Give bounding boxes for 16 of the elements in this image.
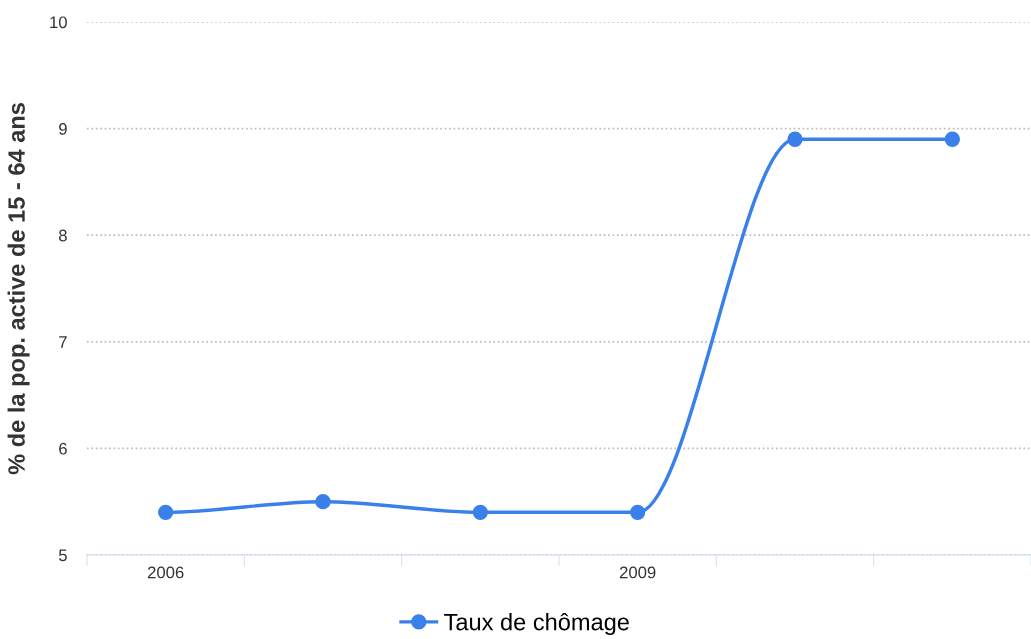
y-axis-title: % de la pop. active de 15 - 64 ans [7,103,30,475]
y-tick-label: 7 [59,336,67,348]
y-tick-label: 5 [58,549,67,562]
y-tick-label: 10 [50,16,67,29]
y-tick-label: 8 [59,229,67,242]
y-tick-label: 9 [59,123,67,135]
x-tick-label: 2006 [147,566,184,579]
x-tick-label: 2009 [619,566,656,579]
legend-label: Taux de chômage [444,612,629,636]
y-tick-label: 6 [59,442,67,455]
point [158,504,174,520]
point [315,494,331,510]
point [472,504,488,520]
point [944,131,960,147]
point [630,504,646,520]
point [787,131,803,147]
